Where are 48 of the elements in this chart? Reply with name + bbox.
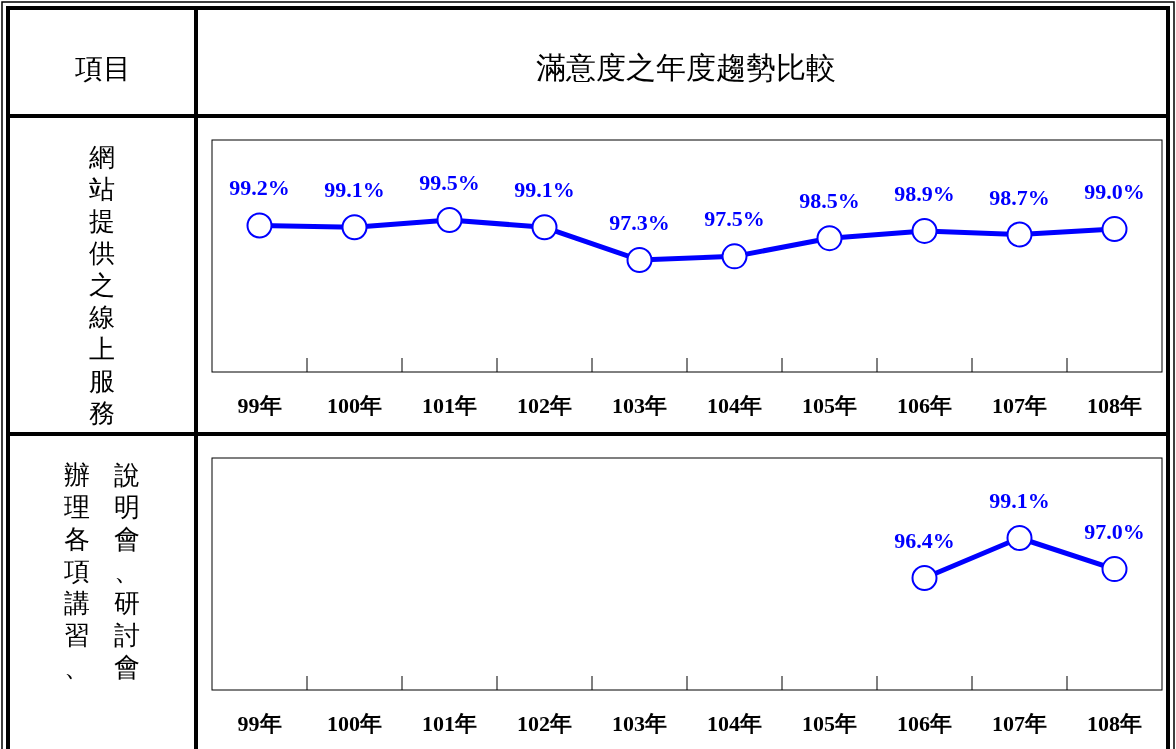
x-tick-label: 105年 xyxy=(802,711,857,736)
text: 項目 xyxy=(74,52,131,85)
x-tick-label: 104年 xyxy=(707,393,762,418)
data-label: 97.3% xyxy=(609,210,670,235)
data-label: 96.4% xyxy=(894,528,955,553)
x-tick-label: 99年 xyxy=(237,711,282,736)
data-label: 98.7% xyxy=(989,184,1050,210)
chart-title: 滿意度之年度趨勢比較 xyxy=(536,50,836,85)
x-tick-label: 108年 xyxy=(1087,393,1142,418)
x-tick-label: 101年 xyxy=(422,393,477,418)
x-tick-label: 103年 xyxy=(612,393,667,418)
data-label: 98.9% xyxy=(894,180,955,206)
point xyxy=(626,247,653,273)
text: 網站提供之線上服務 xyxy=(89,142,115,428)
text: 說明會、研討會 xyxy=(114,460,140,682)
x-tick-label: 106年 xyxy=(897,393,952,418)
x-tick-label: 108年 xyxy=(1087,711,1142,736)
point xyxy=(531,214,558,241)
x-tick-label: 100年 xyxy=(327,393,382,418)
data-label: 99.0% xyxy=(1084,179,1145,205)
data-label: 99.1% xyxy=(514,177,575,203)
data-label: 99.5% xyxy=(419,170,480,195)
data-label: 98.5% xyxy=(799,188,860,214)
point xyxy=(721,243,748,270)
data-label: 99.2% xyxy=(229,175,290,201)
data-label: 99.1% xyxy=(324,177,385,203)
x-tick-label: 106年 xyxy=(897,711,952,736)
x-tick-label: 104年 xyxy=(707,711,762,736)
x-tick-label: 103年 xyxy=(612,711,667,736)
point xyxy=(341,214,368,241)
point xyxy=(246,212,273,239)
x-tick-label: 107年 xyxy=(992,711,1047,736)
x-tick-label: 101年 xyxy=(422,711,477,736)
point xyxy=(1006,221,1033,248)
text: 辦理各項講習、 xyxy=(63,460,90,682)
x-tick-label: 107年 xyxy=(992,393,1047,418)
point xyxy=(816,225,843,252)
x-tick-label: 100年 xyxy=(327,711,382,736)
x-tick-label: 105年 xyxy=(802,393,857,418)
point xyxy=(911,217,938,244)
data-label: 97.5% xyxy=(704,206,765,232)
x-tick-label: 102年 xyxy=(517,393,572,418)
data-label: 99.1% xyxy=(989,488,1050,513)
x-tick-label: 99年 xyxy=(237,393,282,418)
point xyxy=(1101,216,1128,243)
point xyxy=(436,207,463,233)
x-tick-label: 102年 xyxy=(517,711,572,736)
data-label: 97.0% xyxy=(1084,519,1145,545)
